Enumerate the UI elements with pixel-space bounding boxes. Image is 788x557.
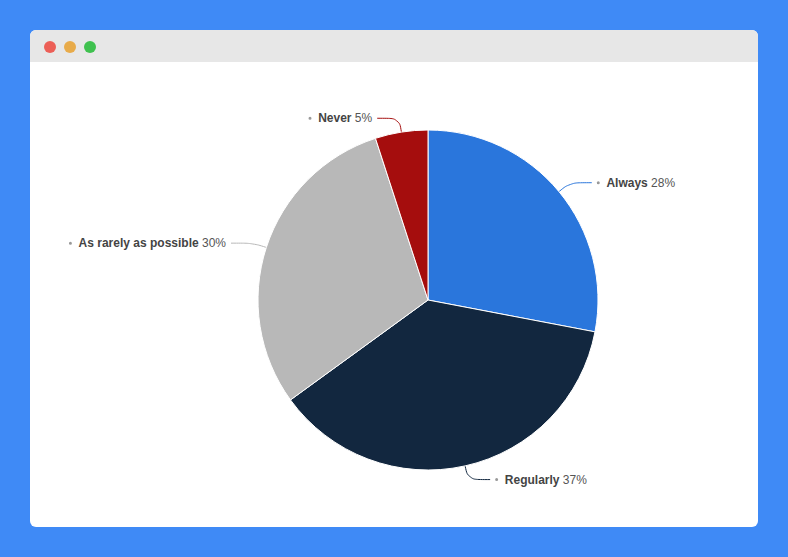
svg-text:As rarely as possible: As rarely as possible: [79, 236, 199, 250]
svg-text:Regularly: Regularly: [505, 473, 560, 487]
svg-text:30%: 30%: [202, 236, 226, 250]
svg-text:Always: Always: [606, 176, 648, 190]
svg-text:Never: Never: [318, 111, 352, 125]
svg-text:37%: 37%: [563, 473, 587, 487]
svg-text:5%: 5%: [355, 111, 373, 125]
svg-text:28%: 28%: [651, 176, 675, 190]
